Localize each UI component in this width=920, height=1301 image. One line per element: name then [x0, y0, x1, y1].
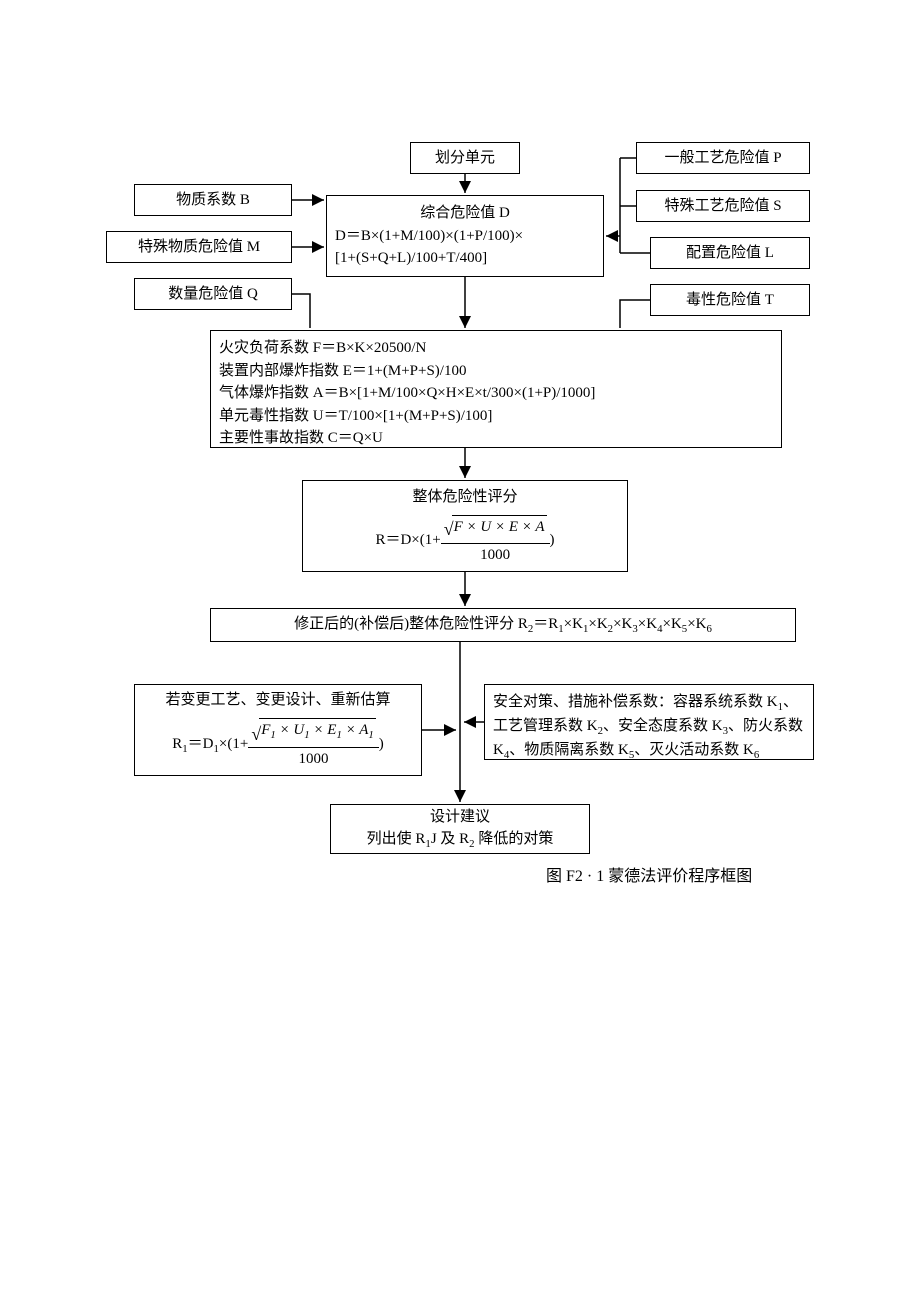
- node-r1: 若变更工艺、变更设计、重新估算 R1＝D1×(1+√F1 × U1 × E1 ×…: [134, 684, 422, 776]
- r-suffix: ): [550, 532, 555, 548]
- node-r-formula: R＝D×(1+√F × U × E × A1000): [375, 515, 554, 567]
- node-indices: 火灾负荷系数 F＝B×K×20500/N 装置内部爆炸指数 E＝1+(M+P+S…: [210, 330, 782, 448]
- node-d-line2: D＝B×(1+M/100)×(1+P/100)×: [335, 228, 523, 244]
- node-q: 数量危险值 Q: [134, 278, 292, 310]
- node-r1-title: 若变更工艺、变更设计、重新估算: [165, 692, 390, 708]
- node-final: 设计建议 列出使 R1J 及 R2 降低的对策: [330, 804, 590, 854]
- r2-text: 修正后的(补偿后)整体危险性评分 R2＝R1×K1×K2×K3×K4×K5×K6: [294, 613, 712, 637]
- node-s: 特殊工艺危险值 S: [636, 190, 810, 222]
- indices-c: 主要性事故指数 C＝Q×U: [219, 430, 383, 446]
- figure-caption: 图 F2 · 1 蒙德法评价程序框图: [546, 862, 752, 886]
- node-b: 物质系数 B: [134, 184, 292, 216]
- node-kfactors: 安全对策、措施补偿系数：容器系统系数 K1、工艺管理系数 K2、安全态度系数 K…: [484, 684, 814, 760]
- node-t: 毒性危险值 T: [650, 284, 810, 316]
- node-r-title: 整体危险性评分: [412, 489, 517, 505]
- node-l-label: 配置危险值 L: [686, 242, 774, 265]
- final-line1: 设计建议: [430, 809, 490, 825]
- node-l: 配置危险值 L: [650, 237, 810, 269]
- flowchart-canvas: 划分单元 物质系数 B 特殊物质危险值 M 数量危险值 Q 一般工艺危险值 P …: [0, 0, 920, 1301]
- node-p-label: 一般工艺危险值 P: [664, 147, 781, 170]
- r1-den: 1000: [296, 748, 332, 771]
- node-r2: 修正后的(补偿后)整体危险性评分 R2＝R1×K1×K2×K3×K4×K5×K6: [210, 608, 796, 642]
- node-d-line3: [1+(S+Q+L)/100+T/400]: [335, 250, 487, 266]
- node-m-label: 特殊物质危险值 M: [138, 236, 260, 259]
- node-t-label: 毒性危险值 T: [686, 289, 774, 312]
- r-num: F × U × E × A: [454, 519, 545, 535]
- kfactors-text: 安全对策、措施补偿系数：容器系统系数 K1、工艺管理系数 K2、安全态度系数 K…: [493, 691, 805, 764]
- node-r: 整体危险性评分 R＝D×(1+√F × U × E × A1000): [302, 480, 628, 572]
- node-m: 特殊物质危险值 M: [106, 231, 292, 263]
- node-r1-formula: R1＝D1×(1+√F1 × U1 × E1 × A11000): [172, 718, 384, 771]
- node-d-title: 综合危险值 D: [420, 205, 510, 221]
- r-prefix: R＝D×(1+: [375, 532, 440, 548]
- node-q-label: 数量危险值 Q: [168, 283, 258, 306]
- caption-text: 图 F2 · 1 蒙德法评价程序框图: [546, 868, 752, 885]
- indices-a: 气体爆炸指数 A＝B×[1+M/100×Q×H×E×t/300×(1+P)/10…: [219, 385, 595, 401]
- node-b-label: 物质系数 B: [176, 189, 250, 212]
- r2-pre: 修正后的(补偿后)整体危险性评分 R: [294, 616, 528, 632]
- node-start: 划分单元: [410, 142, 520, 174]
- indices-f: 火灾负荷系数 F＝B×K×20500/N: [219, 340, 426, 356]
- node-d: 综合危险值 D D＝B×(1+M/100)×(1+P/100)× [1+(S+Q…: [326, 195, 604, 277]
- final-line2: 列出使 R1J 及 R2 降低的对策: [367, 828, 554, 852]
- node-p: 一般工艺危险值 P: [636, 142, 810, 174]
- node-s-label: 特殊工艺危险值 S: [664, 195, 781, 218]
- indices-e: 装置内部爆炸指数 E＝1+(M+P+S)/100: [219, 363, 466, 379]
- r-den: 1000: [477, 544, 513, 567]
- indices-u: 单元毒性指数 U＝T/100×[1+(M+P+S)/100]: [219, 408, 492, 424]
- node-start-label: 划分单元: [435, 147, 495, 170]
